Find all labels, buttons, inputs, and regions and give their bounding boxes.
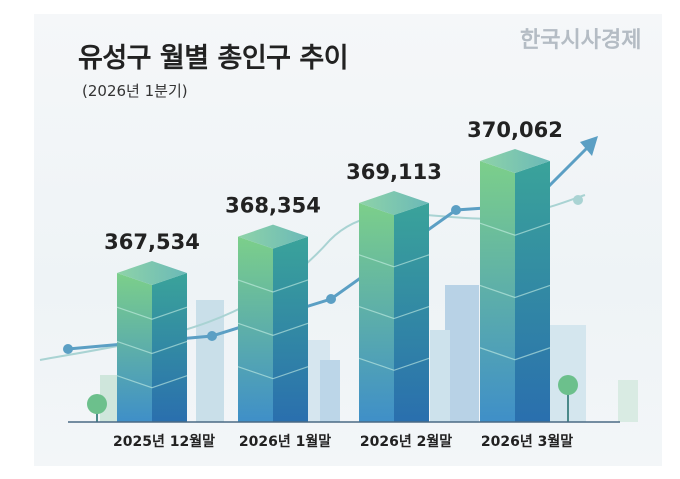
bar-top-face <box>238 224 308 249</box>
trend-point <box>326 294 336 304</box>
bar <box>116 260 188 422</box>
value-label: 368,354 <box>225 194 321 218</box>
bar-segment-line <box>116 306 188 320</box>
chart-title: 유성구 월별 총인구 추이 <box>78 43 349 74</box>
value-label: 369,113 <box>346 160 442 184</box>
bar-segment-line <box>358 305 430 320</box>
trend-arrow-head <box>580 136 598 156</box>
watermark: 한국시사경제 <box>520 28 642 53</box>
value-label: 367,534 <box>104 230 200 254</box>
bar <box>479 148 551 422</box>
value-label: 370,062 <box>467 118 563 142</box>
bar-segment-line <box>479 222 551 236</box>
trend-point <box>451 205 461 215</box>
bar-segment-line <box>237 366 309 380</box>
bar-segment-line <box>237 279 309 293</box>
x-tick-label: 2026년 3월말 <box>481 433 573 450</box>
bar-top-face <box>480 148 550 173</box>
bar-top-face <box>117 260 187 285</box>
building-decoration <box>320 360 340 422</box>
tree-decoration <box>87 394 107 414</box>
tree-decoration <box>558 375 578 395</box>
bar-segment-line <box>116 375 188 389</box>
x-tick-label: 2025년 12월말 <box>113 433 215 450</box>
trend-point <box>63 344 73 354</box>
bar-segment-line <box>358 254 430 268</box>
building-decoration <box>445 285 479 422</box>
x-tick-label: 2026년 1월말 <box>239 433 331 450</box>
bar-segment-line <box>479 284 551 299</box>
x-tick-label: 2026년 2월말 <box>360 433 452 450</box>
bar <box>237 224 309 422</box>
bar-segment-line <box>116 340 188 355</box>
chart-subtitle: (2026년 1분기) <box>82 82 188 100</box>
bar <box>358 191 430 422</box>
bar-segment-line <box>237 322 309 336</box>
bar-segment-line <box>479 347 551 361</box>
bar-top-face <box>359 191 429 216</box>
building-decoration <box>618 380 638 422</box>
bar-segment-line <box>358 357 430 371</box>
trend-point <box>207 331 217 341</box>
building-decoration <box>430 330 450 422</box>
trend-point <box>573 195 583 205</box>
